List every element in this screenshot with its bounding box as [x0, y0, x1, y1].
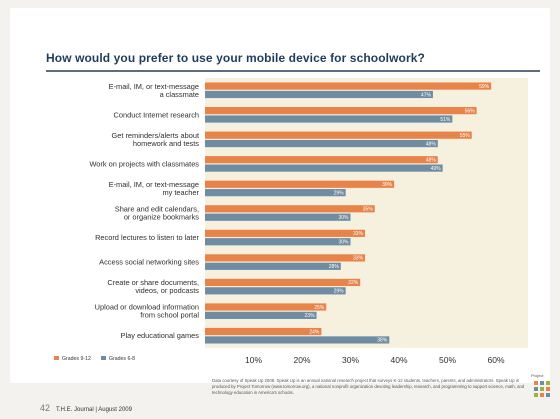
bar-grades-9-12: [205, 107, 477, 115]
project-tomorrow-logo: [534, 381, 550, 397]
page-number: 42: [40, 403, 51, 413]
category-label: Access social networking sites: [99, 258, 199, 267]
x-tick-label: 50%: [439, 355, 456, 365]
logo-word: Project: [531, 373, 544, 378]
data-label: 30%: [338, 215, 349, 221]
title-rule: [46, 70, 540, 72]
x-tick-label: 30%: [342, 355, 359, 365]
chart-row: Record lectures to listen to later 33% 30%: [95, 229, 366, 246]
bar-grades-9-12: [205, 278, 361, 287]
bar-grades-9-12: [205, 327, 322, 336]
legend-swatch: [101, 356, 106, 360]
x-tick-label: 60%: [487, 355, 504, 365]
bar-grades-9-12: [205, 229, 366, 237]
bar-grades-6-8: [205, 262, 341, 270]
category-label: my teacher: [162, 188, 199, 197]
data-label: 35%: [363, 207, 374, 213]
bar-grades-9-12: [205, 254, 366, 262]
data-label: 33%: [353, 256, 364, 262]
page-footer: 42 T.H.E. Journal | August 2009: [40, 403, 132, 413]
data-label: 49%: [431, 166, 442, 172]
data-label: 48%: [426, 141, 437, 147]
data-label: 29%: [334, 289, 345, 295]
data-label: 32%: [348, 280, 359, 286]
data-label: 55%: [460, 133, 471, 139]
x-tick-label: 40%: [390, 355, 407, 365]
chart-title: How would you prefer to use your mobile …: [46, 51, 425, 65]
category-label: homework and tests: [133, 139, 199, 148]
source-note: Data courtesy of Speak Up 2008. Speak Up…: [212, 378, 525, 395]
chart-row: Access social networking sites 33% 28%: [99, 254, 366, 270]
data-label: 23%: [305, 313, 316, 319]
bar-grades-9-12: [205, 82, 492, 90]
chart-row: Conduct Internet research 56% 51%: [114, 107, 477, 123]
bar-grades-6-8: [205, 336, 390, 344]
data-label: 29%: [334, 190, 345, 196]
category-label: from school portal: [140, 311, 199, 320]
category-label: E-mail, IM, or text-message: [109, 180, 199, 189]
category-label: Share and edit calendars,: [115, 205, 199, 214]
plot-background: [205, 78, 528, 348]
data-label: 56%: [465, 108, 476, 114]
category-label: Work on projects with classmates: [89, 159, 199, 168]
data-label: 51%: [440, 117, 451, 123]
category-label: Record lectures to listen to later: [95, 233, 199, 242]
bar-grades-9-12: [205, 180, 395, 188]
legend-label: Grades 9-12: [62, 356, 91, 362]
data-label: 33%: [353, 231, 364, 237]
chart-row: Play educational games 24% 38%: [121, 327, 390, 344]
x-axis-ticks: 10% 20% 30% 40% 50% 60%: [245, 355, 505, 365]
category-label: or organize bookmarks: [124, 213, 199, 222]
category-label: Conduct Internet research: [114, 110, 199, 119]
bar-grades-6-8: [205, 213, 351, 221]
data-label: 28%: [329, 264, 340, 270]
bar-grades-9-12: [205, 303, 327, 311]
x-tick-label: 20%: [293, 355, 310, 365]
data-label: 47%: [421, 92, 432, 98]
chart-row: Create or share documents,videos, or pod…: [107, 278, 361, 295]
category-label: videos, or podcasts: [135, 286, 199, 295]
category-label: Get reminders/alerts about: [112, 131, 200, 140]
bar-grades-6-8: [205, 238, 351, 246]
category-label: Upload or download information: [95, 303, 199, 312]
bar-grades-6-8: [205, 90, 433, 99]
category-label: a classmate: [160, 90, 199, 99]
bar-grades-6-8: [205, 115, 453, 123]
bar-grades-6-8: [205, 311, 317, 319]
chart-row: Work on projects with classmates 48% 49%: [89, 156, 443, 172]
bar-grades-9-12: [205, 156, 438, 164]
category-label: Create or share documents,: [107, 278, 199, 287]
bar-grades-9-12: [205, 205, 375, 213]
category-label: E-mail, IM, or text-message: [109, 82, 199, 91]
bar-grades-6-8: [205, 139, 438, 148]
data-label: 30%: [338, 240, 349, 246]
footer-text: T.H.E. Journal | August 2009: [56, 407, 132, 413]
bar-grades-6-8: [205, 164, 443, 172]
legend-swatch: [54, 356, 59, 360]
data-label: 39%: [382, 182, 393, 188]
legend-label: Grades 6-8: [109, 356, 135, 362]
bar-grades-9-12: [205, 131, 472, 139]
bar-grades-6-8: [205, 189, 346, 197]
chart-row: Share and edit calendars,or organize boo…: [115, 205, 375, 222]
data-label: 24%: [309, 329, 320, 335]
legend: Grades 9-12 Grades 6-8: [54, 356, 135, 362]
data-label: 48%: [426, 158, 437, 164]
data-label: 59%: [479, 84, 490, 90]
bar-grades-6-8: [205, 287, 346, 295]
data-label: 38%: [377, 338, 388, 344]
data-label: 25%: [314, 305, 325, 311]
x-tick-label: 10%: [245, 355, 262, 365]
category-label: Play educational games: [121, 331, 200, 340]
